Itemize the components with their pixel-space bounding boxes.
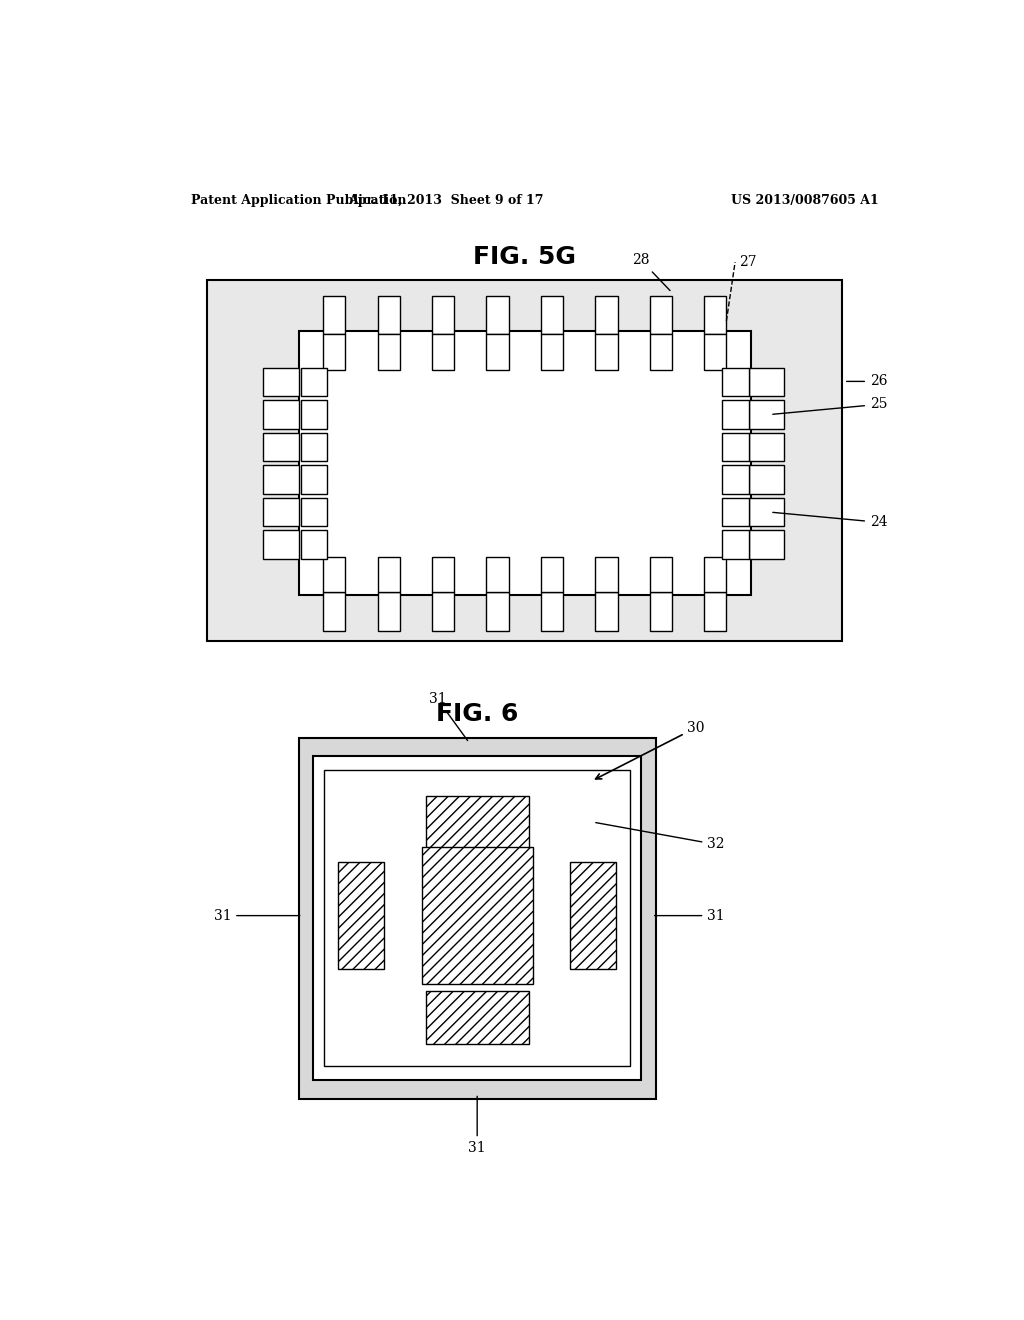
Bar xyxy=(650,296,672,334)
Bar xyxy=(338,862,384,969)
Bar xyxy=(749,531,784,558)
Text: 32: 32 xyxy=(596,822,725,851)
Bar xyxy=(324,296,345,334)
Bar xyxy=(705,296,726,334)
Bar xyxy=(541,334,563,370)
Bar xyxy=(595,557,617,593)
Text: 31: 31 xyxy=(429,692,468,741)
Bar xyxy=(301,368,328,396)
Bar xyxy=(722,433,749,461)
Text: FIG. 5G: FIG. 5G xyxy=(473,244,577,269)
Bar xyxy=(432,296,455,334)
Bar xyxy=(722,531,749,558)
Bar xyxy=(378,296,399,334)
Bar xyxy=(595,593,617,631)
Bar xyxy=(263,466,299,494)
Text: Patent Application Publication: Patent Application Publication xyxy=(191,194,407,207)
Bar xyxy=(541,296,563,334)
Bar xyxy=(426,991,528,1044)
Bar xyxy=(749,400,784,429)
Bar xyxy=(324,334,345,370)
Bar xyxy=(595,334,617,370)
Bar xyxy=(324,771,631,1067)
Text: US 2013/0087605 A1: US 2013/0087605 A1 xyxy=(731,194,879,207)
Bar xyxy=(207,280,843,642)
Bar xyxy=(422,847,532,985)
Bar xyxy=(263,433,299,461)
Text: FIG. 6: FIG. 6 xyxy=(436,702,518,726)
Text: 26: 26 xyxy=(847,375,888,388)
Bar xyxy=(705,557,726,593)
Bar xyxy=(378,557,399,593)
Bar xyxy=(486,296,509,334)
Bar xyxy=(570,862,616,969)
Bar xyxy=(595,296,617,334)
Bar xyxy=(486,557,509,593)
Bar xyxy=(301,433,328,461)
Bar xyxy=(749,498,784,527)
Bar xyxy=(722,400,749,429)
Bar xyxy=(263,368,299,396)
Text: 28: 28 xyxy=(632,253,670,290)
Bar xyxy=(705,334,726,370)
Bar xyxy=(749,466,784,494)
Text: 30: 30 xyxy=(596,721,705,779)
Bar xyxy=(378,334,399,370)
Bar xyxy=(722,498,749,527)
Bar xyxy=(749,368,784,396)
Bar xyxy=(313,756,641,1080)
Bar xyxy=(432,557,455,593)
Bar xyxy=(324,593,345,631)
Bar xyxy=(749,433,784,461)
Bar xyxy=(301,400,328,429)
Bar xyxy=(263,498,299,527)
Bar xyxy=(378,593,399,631)
Bar xyxy=(324,557,345,593)
Bar xyxy=(541,557,563,593)
Bar xyxy=(263,531,299,558)
Bar xyxy=(301,466,328,494)
Text: 27: 27 xyxy=(739,255,757,269)
Text: 31: 31 xyxy=(468,1097,486,1155)
Text: Apr. 11, 2013  Sheet 9 of 17: Apr. 11, 2013 Sheet 9 of 17 xyxy=(348,194,543,207)
Bar xyxy=(486,334,509,370)
Bar xyxy=(541,593,563,631)
Bar xyxy=(426,796,528,849)
Bar xyxy=(432,334,455,370)
Text: 24: 24 xyxy=(773,512,888,529)
Bar xyxy=(722,466,749,494)
Bar xyxy=(722,368,749,396)
Text: 25: 25 xyxy=(773,397,888,414)
Bar xyxy=(432,593,455,631)
Bar xyxy=(650,557,672,593)
Bar xyxy=(650,334,672,370)
Text: 31: 31 xyxy=(654,908,725,923)
Bar xyxy=(301,498,328,527)
Bar xyxy=(705,593,726,631)
Bar xyxy=(650,593,672,631)
Text: 31: 31 xyxy=(214,908,300,923)
Bar xyxy=(486,593,509,631)
Bar xyxy=(263,400,299,429)
Bar xyxy=(299,738,655,1098)
Bar xyxy=(301,531,328,558)
Bar xyxy=(299,331,751,595)
